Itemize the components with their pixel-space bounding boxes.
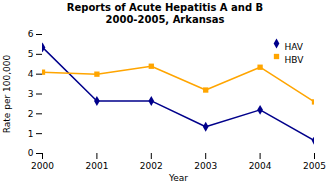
svg-text:2000: 2000 bbox=[31, 161, 54, 171]
svg-text:1: 1 bbox=[28, 129, 34, 139]
html-text:Reports of Acute Hepatitis A a: Reports of Acute Hepatitis A and B 2000-… bbox=[66, 2, 264, 25]
svg-text:4: 4 bbox=[28, 69, 34, 79]
svg-text:2005: 2005 bbox=[303, 161, 326, 171]
svg-text:2001: 2001 bbox=[85, 161, 108, 171]
svg-text:2004: 2004 bbox=[249, 161, 272, 171]
svg-text:HBV: HBV bbox=[285, 55, 305, 65]
svg-text:Year: Year bbox=[168, 173, 188, 183]
svg-text:0: 0 bbox=[28, 148, 34, 158]
svg-text:2003: 2003 bbox=[194, 161, 217, 171]
svg-text:2: 2 bbox=[28, 109, 34, 119]
svg-text:6: 6 bbox=[28, 29, 34, 39]
svg-text:2002: 2002 bbox=[140, 161, 163, 171]
svg-text:Rate per 100,000: Rate per 100,000 bbox=[2, 54, 12, 133]
svg-text:HAV: HAV bbox=[285, 42, 304, 52]
svg-text:3: 3 bbox=[28, 89, 34, 99]
svg-text:5: 5 bbox=[28, 49, 34, 59]
